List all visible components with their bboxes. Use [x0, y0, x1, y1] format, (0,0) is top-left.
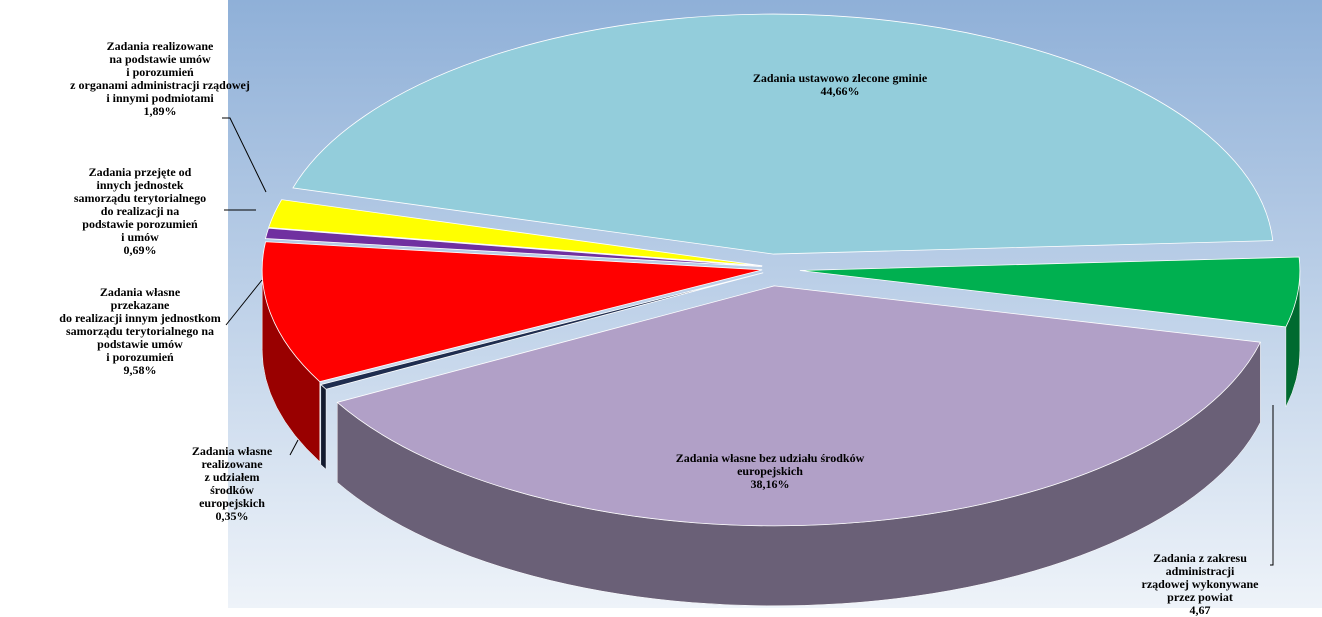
slice: [319, 272, 764, 390]
slices: [261, 13, 1301, 607]
slice-label: Zadania ustawowo zlecone gminie 44,66%: [753, 72, 927, 98]
slice-name: Zadania realizowane na podstawie umów i …: [70, 39, 250, 105]
leader-line: [289, 439, 299, 456]
slice: [268, 199, 763, 267]
slice-value: 38,16%: [750, 477, 790, 491]
slice: [265, 227, 763, 268]
slice-label: Zadania przejęte od innych jednostek sam…: [74, 166, 206, 257]
slice-value: 4,67: [1189, 603, 1211, 617]
leader-line: [225, 279, 263, 326]
slice-name: Zadania własne realizowane z udziałem śr…: [191, 444, 273, 510]
slice-name: Zadania własne przekazane do realizacji …: [59, 285, 221, 364]
slice: [336, 285, 1262, 527]
slice-value: 0,35%: [215, 509, 249, 523]
slice: [261, 241, 763, 383]
leader-line: [222, 117, 267, 193]
slice-name: Zadania przejęte od innych jednostek sam…: [73, 165, 207, 244]
slice-value: 0,69%: [123, 243, 157, 257]
slice-label: Zadania własne realizowane z udziałem śr…: [192, 445, 272, 523]
slice-value: 9,58%: [123, 363, 157, 377]
leader-line: [1270, 405, 1274, 566]
slice-value: 1,89%: [143, 104, 177, 118]
slice-label: Zadania z zakresu administracji rządowej…: [1139, 552, 1261, 617]
slice-name: Zadania własne bez udziału środków europ…: [675, 451, 865, 478]
slice-name: Zadania ustawowo zlecone gminie: [752, 71, 928, 85]
slice-label: Zadania realizowane na podstawie umów i …: [70, 40, 250, 118]
slice-label: Zadania własne przekazane do realizacji …: [59, 286, 220, 377]
slice: [292, 13, 1274, 255]
leader-lines: [222, 117, 1274, 566]
slice-name: Zadania z zakresu administracji rządowej…: [1141, 551, 1259, 604]
slice-value: 44,66%: [820, 84, 860, 98]
slice-side: [320, 384, 327, 470]
slice: [799, 256, 1301, 328]
slice-label: Zadania własne bez udziału środków europ…: [676, 452, 865, 491]
